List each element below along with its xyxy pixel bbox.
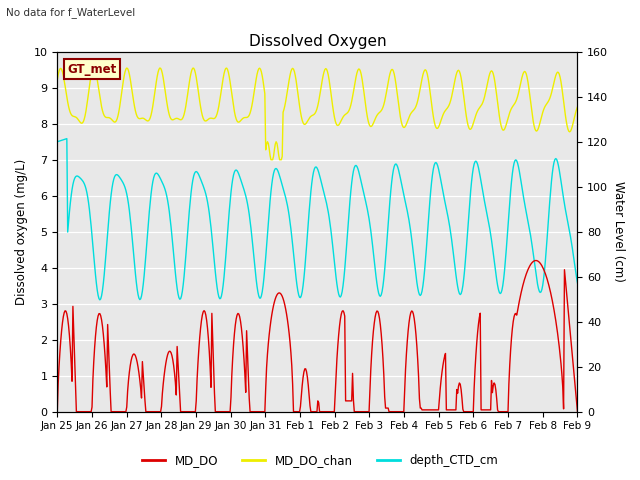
Y-axis label: Water Level (cm): Water Level (cm) — [612, 181, 625, 282]
Title: Dissolved Oxygen: Dissolved Oxygen — [248, 34, 386, 49]
Text: GT_met: GT_met — [68, 62, 117, 75]
Text: No data for f_WaterLevel: No data for f_WaterLevel — [6, 7, 136, 18]
Y-axis label: Dissolved oxygen (mg/L): Dissolved oxygen (mg/L) — [15, 158, 28, 305]
Legend: MD_DO, MD_DO_chan, depth_CTD_cm: MD_DO, MD_DO_chan, depth_CTD_cm — [137, 449, 503, 472]
